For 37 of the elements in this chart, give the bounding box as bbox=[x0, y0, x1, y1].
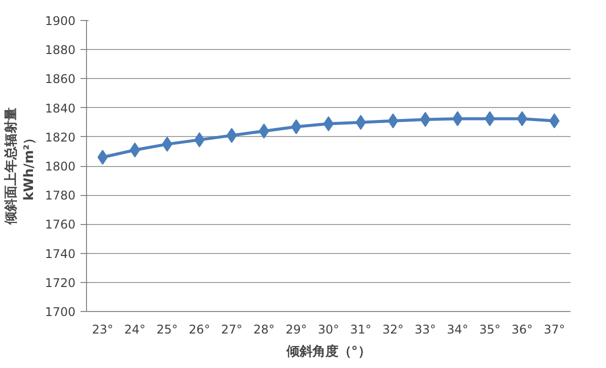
x-tick-label: 27° bbox=[221, 322, 242, 336]
point bbox=[452, 111, 463, 126]
point bbox=[97, 150, 108, 165]
x-tick-label: 33° bbox=[414, 322, 436, 336]
y-tick-label: 1740 bbox=[44, 246, 76, 261]
x-tick-label: 24° bbox=[124, 322, 146, 336]
y-tick-label: 1720 bbox=[44, 276, 76, 290]
point bbox=[388, 113, 398, 128]
x-tick-label: 31° bbox=[350, 322, 372, 336]
point bbox=[516, 111, 528, 126]
x-tick-label: 29° bbox=[286, 322, 307, 336]
y-axis-title: 倾斜面上年总辐射量 kWh/m²） bbox=[2, 108, 37, 226]
y-tick-label: 1760 bbox=[44, 218, 76, 232]
point bbox=[258, 124, 270, 139]
y-tick-label: 1840 bbox=[44, 101, 76, 116]
x-tick-label: 37° bbox=[544, 322, 566, 336]
x-tick-label: 23° bbox=[92, 322, 114, 336]
x-tick-label: 30° bbox=[318, 322, 340, 336]
point bbox=[194, 132, 205, 148]
y-tick-label: 1860 bbox=[44, 72, 76, 86]
x-tick-label: 25° bbox=[156, 322, 178, 336]
point bbox=[549, 113, 560, 128]
x-axis-title: 倾斜角度（°） bbox=[285, 344, 371, 360]
x-tick-label: 35° bbox=[479, 322, 500, 336]
x-tick-label: 36° bbox=[511, 322, 533, 336]
x-tick-label: 32° bbox=[382, 322, 404, 336]
y-tick-label: 1700 bbox=[44, 305, 76, 319]
point bbox=[323, 116, 334, 132]
y-tick-label: 1900 bbox=[44, 14, 76, 28]
y-tick-label: 1880 bbox=[44, 43, 76, 58]
x-tick-label: 28° bbox=[253, 322, 275, 336]
x-tick-label: 26° bbox=[188, 322, 210, 336]
y-tick-label: 1780 bbox=[44, 188, 76, 203]
y-tick-label: 1800 bbox=[44, 160, 76, 174]
point bbox=[130, 142, 140, 158]
x-tick-label: 34° bbox=[446, 322, 468, 336]
y-tick-label: 1820 bbox=[44, 130, 76, 144]
